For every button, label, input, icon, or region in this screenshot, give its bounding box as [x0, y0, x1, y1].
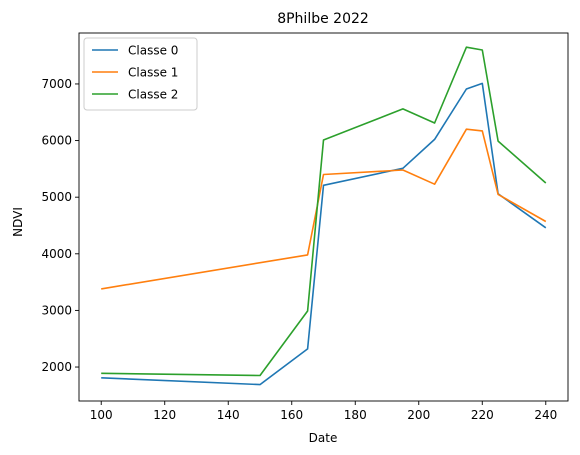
x-tick-label: 120 [153, 408, 176, 422]
plot-area [78, 32, 569, 402]
series-line-2 [101, 46, 547, 377]
y-tick-label: 4000 [41, 247, 72, 261]
x-tick-label: 200 [407, 408, 430, 422]
y-tick-label: 5000 [41, 190, 72, 204]
legend-label-0: Classe 0 [128, 44, 178, 58]
x-axis: 100 120 140 160 180 200 220 240 [90, 401, 557, 422]
legend-label-2: Classe 2 [128, 88, 178, 102]
x-tick-label: 140 [217, 408, 240, 422]
y-tick-label: 7000 [41, 77, 72, 91]
y-tick-label: 2000 [41, 360, 72, 374]
x-tick-label: 240 [534, 408, 557, 422]
x-tick-label: 100 [90, 408, 113, 422]
legend: Classe 0 Classe 1 Classe 2 [83, 37, 198, 111]
x-axis-label: Date [309, 431, 338, 445]
legend-label-1: Classe 1 [128, 66, 178, 80]
x-tick-label: 160 [280, 408, 303, 422]
y-tick-label: 6000 [41, 134, 72, 148]
y-tick-label: 3000 [41, 303, 72, 317]
chart-title: 8Philbe 2022 [277, 11, 369, 27]
series-line-0 [101, 82, 547, 386]
series-line-1 [101, 128, 547, 290]
y-axis: 2000 3000 4000 5000 6000 7000 [41, 77, 79, 374]
x-tick-label: 220 [471, 408, 494, 422]
legend-box [83, 37, 198, 111]
x-tick-label: 180 [344, 408, 367, 422]
y-axis-label: NDVI [11, 207, 25, 237]
plot-frame [78, 32, 569, 402]
